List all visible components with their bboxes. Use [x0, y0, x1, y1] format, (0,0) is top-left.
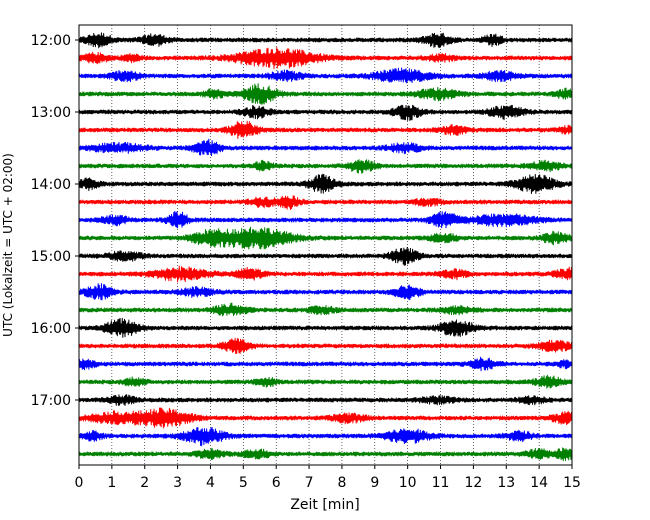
x-tick-label: 2: [140, 475, 149, 491]
x-tick-label: 4: [206, 475, 215, 491]
x-tick-label: 13: [497, 475, 515, 491]
trace-1515: [78, 265, 573, 283]
x-tick-label: 5: [239, 475, 248, 491]
x-tick-label: 0: [75, 475, 84, 491]
x-tick-label: 6: [272, 475, 281, 491]
trace-1645: [78, 374, 573, 389]
x-tick-label: 8: [337, 475, 346, 491]
trace-1445: [78, 226, 573, 250]
x-tick-label: 14: [530, 475, 548, 491]
y-axis-label: UTC (Lokalzeit = UTC + 02:00): [1, 153, 15, 337]
x-tick-label: 15: [563, 475, 581, 491]
trace-1215: [78, 46, 573, 70]
seismic-traces: [78, 32, 573, 462]
trace-1715: [78, 407, 573, 429]
x-tick-label: 3: [173, 475, 182, 491]
trace-1200: [78, 32, 573, 49]
x-gridlines: [111, 25, 540, 465]
y-tick-label: 15:00: [31, 249, 71, 265]
trace-1730: [78, 426, 573, 447]
trace-1630: [78, 356, 573, 372]
trace-1545: [78, 302, 573, 317]
trace-1245: [78, 83, 573, 105]
x-axis-label: Zeit [min]: [290, 497, 359, 513]
trace-1330: [78, 138, 573, 157]
x-tick-label: 9: [370, 475, 379, 491]
x-tick-label: 12: [464, 475, 482, 491]
y-tick-label: 16:00: [31, 321, 71, 337]
trace-1415: [78, 195, 573, 210]
trace-1315: [78, 120, 573, 139]
trace-1345: [78, 159, 573, 174]
trace-1500: [78, 247, 573, 266]
trace-1300: [78, 104, 573, 122]
plot-frame: [78, 24, 573, 466]
x-tick-label: 11: [432, 475, 450, 491]
trace-1745: [78, 447, 573, 462]
trace-1230: [78, 67, 573, 84]
y-tick-label: 12:00: [31, 33, 71, 49]
trace-1700: [78, 394, 573, 407]
trace-1400: [78, 173, 573, 194]
y-tick-label: 13:00: [31, 105, 71, 121]
y-tick-label: 14:00: [31, 177, 71, 193]
trace-1530: [78, 283, 573, 301]
y-tick-label: 17:00: [31, 393, 71, 409]
trace-1430: [78, 210, 573, 229]
x-tick-label: 1: [107, 475, 116, 491]
y-ticks: 12:00 13:00 14:00 15:00 16:00 17:00: [31, 33, 79, 409]
x-tick-label: 10: [399, 475, 417, 491]
x-ticks: 0 1 2 3 4 5 6 7 8 9 10 11 12 13 14 15: [75, 465, 581, 491]
trace-1615: [78, 337, 573, 355]
x-tick-label: 7: [305, 475, 314, 491]
trace-1600: [78, 317, 573, 338]
